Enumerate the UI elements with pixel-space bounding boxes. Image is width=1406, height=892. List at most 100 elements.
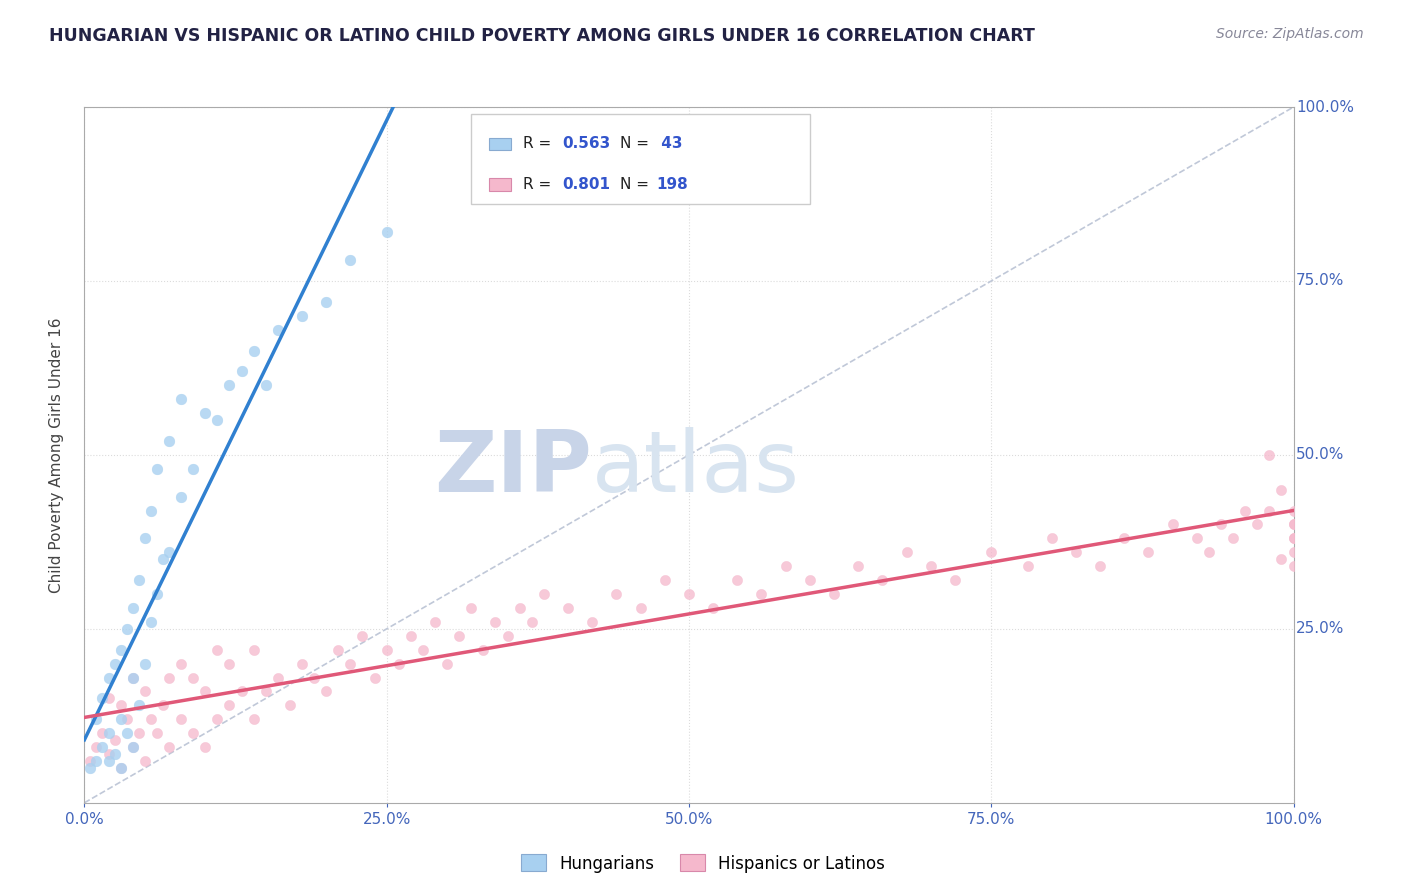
Point — [725, 573, 748, 587]
Point — [1234, 503, 1257, 517]
Point — [1198, 545, 1220, 559]
Point — [181, 726, 204, 740]
Point — [128, 573, 150, 587]
Point — [460, 601, 482, 615]
Point — [231, 364, 253, 378]
Point — [194, 684, 217, 698]
Point — [630, 601, 652, 615]
Point — [799, 573, 821, 587]
Point — [86, 754, 108, 768]
Point — [533, 587, 555, 601]
Point — [139, 712, 162, 726]
Point — [1282, 517, 1305, 532]
Point — [139, 503, 162, 517]
FancyBboxPatch shape — [489, 178, 512, 191]
Point — [980, 545, 1002, 559]
Point — [1282, 559, 1305, 574]
Point — [139, 615, 162, 629]
Point — [121, 740, 143, 755]
Point — [1209, 517, 1232, 532]
Text: 25.0%: 25.0% — [1296, 622, 1344, 636]
Point — [509, 601, 531, 615]
Point — [1258, 448, 1281, 462]
Point — [110, 761, 132, 775]
Point — [121, 740, 143, 755]
Point — [157, 434, 180, 448]
Point — [104, 657, 127, 671]
Point — [581, 615, 603, 629]
FancyBboxPatch shape — [471, 114, 810, 204]
Point — [128, 726, 150, 740]
Point — [91, 691, 114, 706]
Point — [181, 462, 204, 476]
Point — [1064, 545, 1087, 559]
Point — [449, 629, 471, 643]
Point — [121, 601, 143, 615]
Point — [484, 615, 506, 629]
Text: HUNGARIAN VS HISPANIC OR LATINO CHILD POVERTY AMONG GIRLS UNDER 16 CORRELATION C: HUNGARIAN VS HISPANIC OR LATINO CHILD PO… — [49, 27, 1035, 45]
Point — [115, 712, 138, 726]
Point — [134, 657, 156, 671]
Point — [121, 671, 143, 685]
Point — [231, 684, 253, 698]
Point — [146, 726, 169, 740]
Point — [775, 559, 797, 574]
Text: 43: 43 — [657, 136, 683, 152]
Point — [315, 684, 337, 698]
Point — [751, 587, 773, 601]
Point — [1040, 532, 1063, 546]
Point — [520, 615, 543, 629]
Point — [1282, 532, 1305, 546]
Point — [79, 761, 101, 775]
Point — [399, 629, 422, 643]
Point — [352, 629, 374, 643]
Point — [363, 671, 385, 685]
Point — [412, 642, 434, 657]
Text: 0.801: 0.801 — [562, 177, 610, 192]
Point — [254, 378, 277, 392]
Point — [91, 726, 114, 740]
Point — [375, 642, 398, 657]
Point — [1222, 532, 1244, 546]
Point — [86, 740, 108, 755]
Point — [218, 378, 240, 392]
Point — [267, 323, 290, 337]
Point — [170, 657, 193, 671]
Point — [1114, 532, 1136, 546]
Point — [104, 747, 127, 761]
Text: 100.0%: 100.0% — [1296, 100, 1354, 114]
Point — [104, 733, 127, 747]
Point — [375, 225, 398, 239]
Point — [315, 294, 337, 309]
Text: R =: R = — [523, 136, 557, 152]
Point — [134, 684, 156, 698]
Point — [846, 559, 869, 574]
Point — [702, 601, 724, 615]
Text: 50.0%: 50.0% — [1296, 448, 1344, 462]
Point — [472, 642, 495, 657]
Point — [134, 532, 156, 546]
Point — [339, 253, 361, 268]
Point — [115, 622, 138, 636]
Y-axis label: Child Poverty Among Girls Under 16: Child Poverty Among Girls Under 16 — [49, 318, 65, 592]
Point — [436, 657, 458, 671]
Point — [605, 587, 627, 601]
Point — [79, 754, 101, 768]
Point — [242, 712, 264, 726]
Point — [654, 573, 676, 587]
Point — [97, 726, 120, 740]
Point — [1282, 532, 1305, 546]
Point — [194, 406, 217, 420]
FancyBboxPatch shape — [489, 137, 512, 150]
Text: atlas: atlas — [592, 427, 800, 510]
Point — [121, 671, 143, 685]
Point — [157, 671, 180, 685]
Point — [423, 615, 446, 629]
Text: 198: 198 — [657, 177, 688, 192]
Point — [170, 392, 193, 407]
Point — [170, 712, 193, 726]
Point — [1270, 483, 1292, 497]
Point — [254, 684, 277, 698]
Point — [278, 698, 301, 713]
Point — [91, 740, 114, 755]
